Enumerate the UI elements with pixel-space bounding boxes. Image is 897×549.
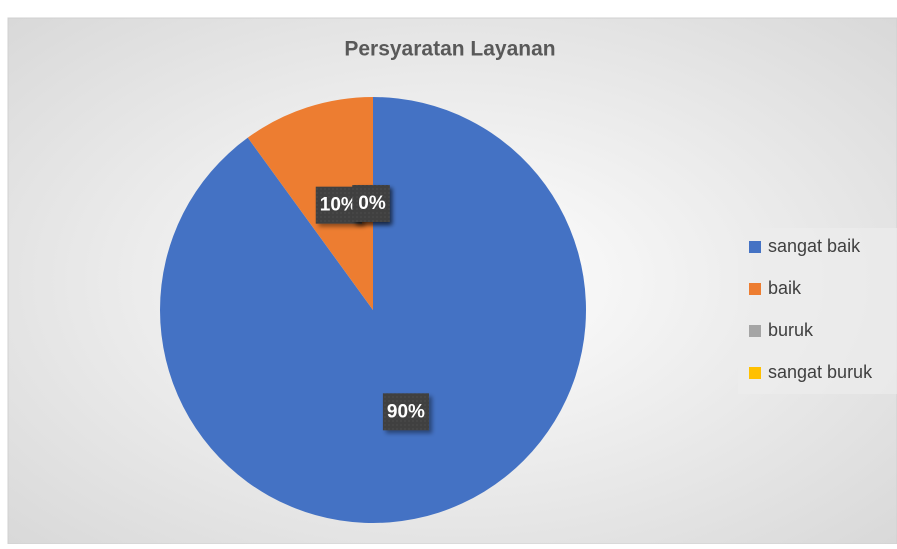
data-label-text: 90%	[387, 401, 425, 422]
legend-swatch	[749, 241, 761, 253]
legend-swatch	[749, 367, 761, 379]
legend-swatch	[749, 283, 761, 295]
legend-label: sangat baik	[768, 236, 861, 256]
legend-label: buruk	[768, 320, 814, 340]
legend-label: baik	[768, 278, 802, 298]
legend-swatch	[749, 325, 761, 337]
data-label-box	[354, 185, 390, 223]
data-label-box	[382, 393, 430, 431]
legend-box	[738, 228, 897, 394]
data-label: 90%	[382, 393, 430, 431]
pie-slice	[247, 97, 373, 310]
data-label-text: 0%	[358, 193, 386, 214]
data-label-text: 10%	[320, 195, 358, 216]
data-label: 0%	[354, 185, 390, 223]
chart-title: Persyaratan Layanan	[344, 38, 555, 61]
legend-label: sangat buruk	[768, 362, 873, 382]
